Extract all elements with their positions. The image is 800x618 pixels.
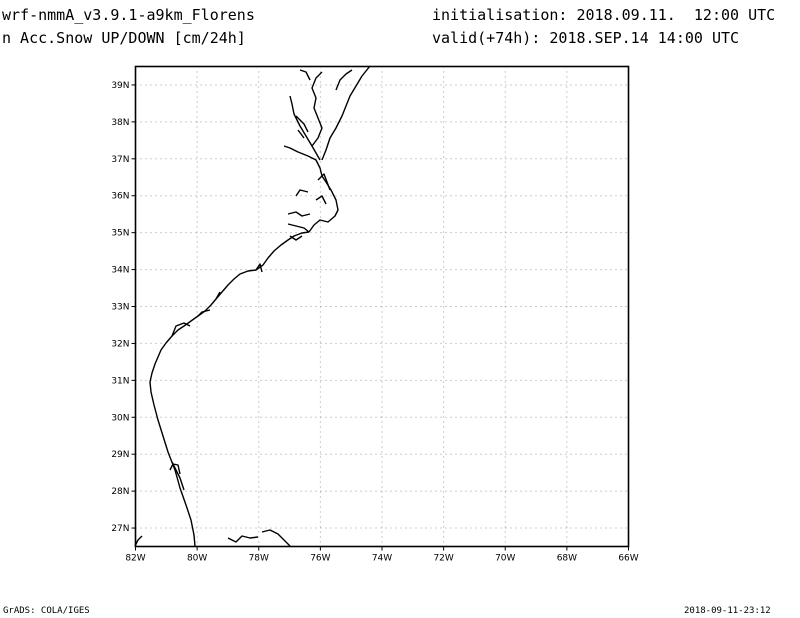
x-tick-label: 78W xyxy=(249,554,269,564)
y-tick-label: 30N xyxy=(111,413,129,423)
x-tick-label: 70W xyxy=(495,554,515,564)
coastline-delmarva xyxy=(321,65,371,161)
field-title: n Acc.Snow UP/DOWN [cm/24h] xyxy=(2,29,246,47)
coastline-delaware xyxy=(299,69,353,91)
x-tick-label: 68W xyxy=(557,554,577,564)
x-tick-label: 82W xyxy=(125,554,145,564)
y-tick-label: 39N xyxy=(111,81,129,91)
coastline-inlet-nc xyxy=(255,263,263,273)
y-tick-label: 35N xyxy=(111,229,129,239)
y-tick-label: 32N xyxy=(111,339,129,349)
x-tick-label: 66W xyxy=(618,554,638,564)
coastline-southeast xyxy=(149,231,310,547)
coastline-outer-banks xyxy=(287,167,339,233)
coastline-inlet-sc xyxy=(197,309,211,317)
y-tick-label: 33N xyxy=(111,303,129,313)
x-tick-label: 74W xyxy=(372,554,392,564)
grid-lines xyxy=(135,66,629,547)
y-tick-label: 31N xyxy=(111,376,129,386)
coastline-inlet-sc2 xyxy=(215,291,221,300)
coastline-inlet-ga xyxy=(171,322,191,337)
x-tick-label: 76W xyxy=(310,554,330,564)
y-tick-label: 34N xyxy=(111,266,129,276)
y-tick-label: 36N xyxy=(111,192,129,202)
y-tick-label: 28N xyxy=(111,487,129,497)
y-tick-label: 29N xyxy=(111,450,129,460)
y-tick-label: 27N xyxy=(111,524,129,534)
y-tick-label: 37N xyxy=(111,155,129,165)
grads-credit: GrADS: COLA/IGES xyxy=(3,606,90,616)
init-time: initialisation: 2018.09.11. 12:00 UTC xyxy=(432,6,776,24)
coastline xyxy=(134,65,371,547)
plot-timestamp: 2018-09-11-23:12 xyxy=(684,606,771,616)
coastline-bahamas xyxy=(227,529,291,547)
x-tick-label: 72W xyxy=(433,554,453,564)
x-axis: 82W 80W 78W 76W 74W 72W 70W 68W 66W xyxy=(125,546,639,564)
y-axis: 27N 28N 29N 30N 31N 32N 33N 34N 35N 36N 37N 38N 39N xyxy=(111,81,136,534)
coastline-lagoon xyxy=(169,461,185,491)
x-tick-label: 80W xyxy=(187,554,207,564)
model-title: wrf-nmmA_v3.9.1-a9km_Florens xyxy=(2,6,255,24)
coastline-chesapeake xyxy=(283,71,323,169)
valid-time: valid(+74h): 2018.SEP.14 14:00 UTC xyxy=(432,29,740,47)
coastline-pamlico xyxy=(287,173,331,241)
y-tick-label: 38N xyxy=(111,118,129,128)
